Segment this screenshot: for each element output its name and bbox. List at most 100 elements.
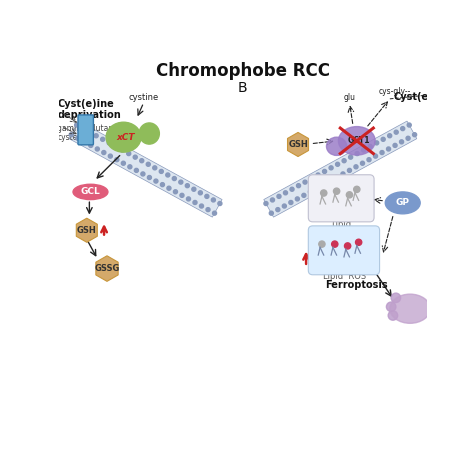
Polygon shape (264, 121, 417, 217)
Circle shape (140, 159, 144, 163)
Circle shape (185, 183, 189, 188)
Text: deprivation: deprivation (57, 110, 121, 120)
Circle shape (94, 134, 98, 138)
FancyBboxPatch shape (78, 115, 93, 145)
Circle shape (193, 201, 197, 204)
Circle shape (102, 151, 106, 155)
Text: GP: GP (396, 199, 410, 207)
Circle shape (166, 173, 170, 177)
Circle shape (121, 161, 126, 165)
Circle shape (329, 166, 333, 170)
Circle shape (316, 173, 320, 177)
Text: gamma glutamyl: gamma glutamyl (57, 124, 123, 133)
Circle shape (141, 172, 145, 176)
Text: Ferroptosis: Ferroptosis (326, 280, 388, 290)
Circle shape (173, 190, 177, 194)
Circle shape (336, 162, 339, 166)
Circle shape (100, 137, 105, 141)
Circle shape (114, 145, 118, 148)
Circle shape (374, 141, 379, 145)
Ellipse shape (390, 294, 430, 323)
Circle shape (380, 151, 384, 155)
Circle shape (356, 239, 362, 246)
Circle shape (107, 141, 111, 145)
Circle shape (381, 137, 385, 141)
Circle shape (302, 193, 306, 197)
Circle shape (277, 194, 281, 199)
Text: GCL: GCL (81, 187, 100, 196)
Text: Lipid  ROS: Lipid ROS (323, 272, 366, 281)
Polygon shape (69, 121, 222, 217)
Text: cystine: cystine (128, 92, 159, 101)
Polygon shape (76, 218, 97, 242)
Circle shape (394, 130, 398, 134)
Circle shape (345, 243, 351, 249)
Circle shape (310, 176, 314, 181)
Circle shape (360, 161, 365, 165)
Text: GSH: GSH (77, 226, 97, 235)
Circle shape (386, 147, 391, 151)
Circle shape (374, 154, 377, 158)
Circle shape (74, 123, 79, 127)
Circle shape (309, 190, 312, 194)
Circle shape (264, 201, 268, 206)
Circle shape (388, 311, 398, 320)
FancyBboxPatch shape (308, 175, 374, 222)
Circle shape (321, 182, 326, 187)
Circle shape (160, 182, 164, 187)
Circle shape (212, 211, 217, 215)
Circle shape (335, 175, 338, 180)
Circle shape (315, 186, 319, 190)
FancyBboxPatch shape (308, 226, 380, 275)
Text: xCT: xCT (116, 133, 135, 142)
Text: Chromophobe RCC: Chromophobe RCC (156, 63, 330, 81)
Circle shape (154, 179, 158, 183)
Text: GCT1: GCT1 (347, 137, 370, 146)
Circle shape (283, 204, 286, 208)
Circle shape (198, 191, 202, 195)
Circle shape (295, 197, 300, 201)
Text: B: B (238, 81, 248, 95)
Circle shape (348, 155, 353, 159)
Ellipse shape (338, 127, 375, 155)
Circle shape (206, 208, 210, 211)
Circle shape (134, 168, 138, 173)
Circle shape (81, 127, 85, 131)
Circle shape (320, 190, 327, 196)
Circle shape (412, 133, 417, 137)
Circle shape (95, 147, 100, 151)
Polygon shape (288, 132, 309, 156)
Circle shape (128, 165, 132, 169)
Circle shape (319, 241, 325, 247)
Circle shape (76, 136, 80, 140)
Polygon shape (96, 256, 118, 282)
Circle shape (362, 148, 365, 152)
Circle shape (328, 179, 332, 183)
Ellipse shape (327, 137, 346, 155)
Circle shape (355, 152, 359, 155)
Circle shape (205, 194, 209, 199)
Circle shape (172, 176, 176, 181)
Circle shape (290, 187, 294, 191)
Circle shape (218, 201, 222, 206)
Circle shape (146, 162, 150, 166)
Circle shape (407, 123, 411, 127)
Circle shape (147, 175, 151, 180)
Circle shape (393, 144, 397, 147)
Text: glu: glu (344, 92, 356, 101)
Circle shape (120, 148, 124, 152)
Circle shape (69, 133, 73, 137)
Ellipse shape (139, 123, 159, 144)
Text: GSSG: GSSG (94, 264, 120, 273)
Circle shape (211, 198, 215, 202)
Circle shape (342, 159, 346, 163)
Circle shape (167, 186, 171, 190)
Circle shape (179, 180, 183, 184)
Circle shape (289, 201, 293, 204)
Circle shape (159, 169, 164, 173)
Circle shape (367, 158, 371, 162)
Circle shape (341, 172, 345, 176)
Circle shape (303, 180, 307, 184)
Circle shape (200, 204, 203, 208)
Circle shape (82, 140, 86, 144)
